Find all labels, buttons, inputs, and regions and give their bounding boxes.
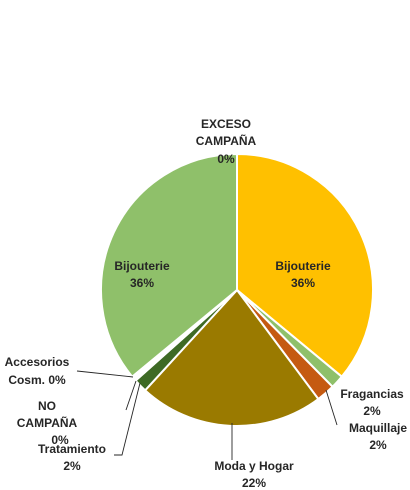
data-label-8-1: 36%: [130, 276, 154, 290]
data-label-5-0: Tratamiento: [38, 442, 106, 456]
data-label-0-1: CAMPAÑA: [196, 133, 257, 148]
data-label-4-0: Moda y Hogar: [214, 459, 294, 473]
data-label-0-0: EXCESO: [201, 117, 251, 131]
leader-line-7: [76, 370, 134, 378]
data-labels: EXCESO CAMPAÑA 0% Bijouterie 36% Fragancias 2%…: [5, 117, 408, 490]
leader-line-5: [114, 382, 141, 456]
data-label-2-0: Fragancias: [340, 387, 404, 401]
data-label-8-0: Bijouterie: [114, 259, 170, 273]
data-label-0-2: 0%: [217, 152, 235, 166]
data-label-2-1: 2%: [363, 404, 381, 418]
pie-slice-4: [143, 288, 320, 427]
data-label-5-1: 2%: [63, 459, 81, 473]
data-label-7-1: Cosm. 0%: [8, 373, 66, 387]
data-label-1-0: Bijouterie: [275, 259, 331, 273]
leader-line-6: [125, 380, 137, 411]
data-label-3-0: Maquillaje: [349, 421, 407, 435]
data-label-7-0: Accesorios: [5, 355, 70, 369]
data-label-6-1: CAMPAÑA: [17, 415, 78, 430]
pie-slice-1: [236, 152, 374, 379]
leader-lines: [76, 370, 338, 460]
leader-line-3: [325, 389, 338, 426]
data-label-3-1: 2%: [369, 438, 387, 452]
pie-slices: [100, 152, 374, 427]
data-label-6-2: 0%: [51, 433, 69, 447]
data-label-6-0: NO: [38, 399, 56, 413]
data-label-4-1: 22%: [242, 476, 266, 490]
pie-slice-8: [100, 152, 238, 379]
data-label-1-1: 36%: [291, 276, 315, 290]
